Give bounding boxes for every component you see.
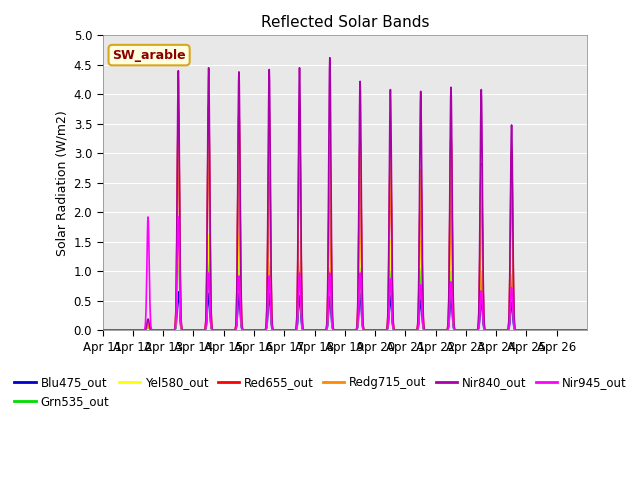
Blu475_out <box>99 327 106 333</box>
Nir945_out <box>323 326 330 332</box>
Line: Grn535_out: Grn535_out <box>102 239 587 330</box>
Red655_out <box>583 327 591 333</box>
Yel580_out <box>577 327 585 333</box>
Nir840_out <box>175 68 182 73</box>
Redg715_out <box>332 327 340 333</box>
Nir945_out <box>577 327 585 333</box>
Red655_out <box>175 108 182 114</box>
Nir840_out <box>326 55 333 60</box>
Yel580_out <box>99 327 106 333</box>
Blu475_out <box>530 327 538 333</box>
Nir840_out <box>583 327 591 333</box>
Title: Reflected Solar Bands: Reflected Solar Bands <box>260 15 429 30</box>
Grn535_out <box>323 326 330 332</box>
Grn535_out <box>99 327 106 333</box>
Red655_out <box>530 327 538 333</box>
Redg715_out <box>583 327 591 333</box>
Nir945_out <box>175 218 182 224</box>
Yel580_out <box>583 327 591 333</box>
Red655_out <box>577 327 585 333</box>
Nir840_out <box>323 325 330 331</box>
Line: Redg715_out: Redg715_out <box>102 105 587 330</box>
Redg715_out <box>459 327 467 333</box>
Red655_out <box>332 327 340 333</box>
Nir840_out <box>577 327 585 333</box>
Line: Yel580_out: Yel580_out <box>102 235 587 330</box>
Red655_out <box>99 327 106 333</box>
Line: Nir945_out: Nir945_out <box>102 217 587 330</box>
Redg715_out <box>530 327 538 333</box>
Line: Red655_out: Red655_out <box>102 108 587 330</box>
Blu475_out <box>583 327 591 333</box>
Nir840_out <box>99 327 106 333</box>
Yel580_out <box>530 327 538 333</box>
Nir945_out <box>144 214 152 220</box>
Blu475_out <box>175 289 182 295</box>
Redg715_out <box>323 324 330 330</box>
Grn535_out <box>175 239 182 245</box>
Nir945_out <box>332 327 340 333</box>
Grn535_out <box>459 327 467 333</box>
Blu475_out <box>175 290 182 296</box>
Yel580_out <box>459 327 467 333</box>
Nir945_out <box>459 327 467 333</box>
Blu475_out <box>332 327 340 333</box>
Blu475_out <box>577 327 585 333</box>
Grn535_out <box>583 327 591 333</box>
Red655_out <box>205 105 212 110</box>
Blu475_out <box>459 327 467 333</box>
Legend: Blu475_out, Grn535_out, Yel580_out, Red655_out, Redg715_out, Nir840_out, Nir945_: Blu475_out, Grn535_out, Yel580_out, Red6… <box>10 372 632 413</box>
Nir945_out <box>583 327 591 333</box>
Grn535_out <box>332 327 340 333</box>
Redg715_out <box>175 114 182 120</box>
Nir945_out <box>530 327 538 333</box>
Grn535_out <box>530 327 538 333</box>
Redg715_out <box>577 327 585 333</box>
Grn535_out <box>235 236 243 241</box>
Line: Blu475_out: Blu475_out <box>102 292 587 330</box>
Line: Nir840_out: Nir840_out <box>102 58 587 330</box>
Nir840_out <box>332 327 340 333</box>
Yel580_out <box>175 236 182 241</box>
Yel580_out <box>332 327 340 333</box>
Nir945_out <box>99 327 106 333</box>
Blu475_out <box>323 327 330 333</box>
Red655_out <box>459 327 467 333</box>
Yel580_out <box>323 326 330 332</box>
Grn535_out <box>577 327 585 333</box>
Text: SW_arable: SW_arable <box>112 48 186 61</box>
Yel580_out <box>175 232 182 238</box>
Redg715_out <box>99 327 106 333</box>
Red655_out <box>323 324 330 330</box>
Nir840_out <box>459 327 467 333</box>
Nir840_out <box>530 327 538 333</box>
Y-axis label: Solar Radiation (W/m2): Solar Radiation (W/m2) <box>55 110 68 256</box>
Redg715_out <box>205 102 212 108</box>
